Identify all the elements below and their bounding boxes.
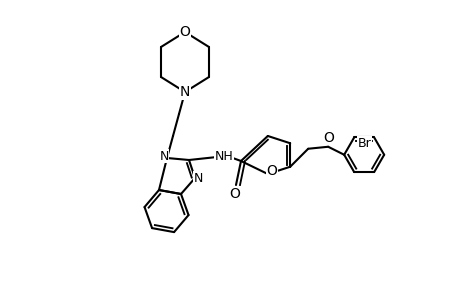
Text: O: O xyxy=(229,187,240,201)
Text: N: N xyxy=(179,85,190,99)
Text: O: O xyxy=(266,164,277,178)
Text: NH: NH xyxy=(214,149,233,163)
Text: N: N xyxy=(193,172,202,184)
Text: O: O xyxy=(323,131,334,145)
Text: Br: Br xyxy=(357,137,370,150)
Text: N: N xyxy=(159,149,168,163)
Text: O: O xyxy=(179,25,190,39)
